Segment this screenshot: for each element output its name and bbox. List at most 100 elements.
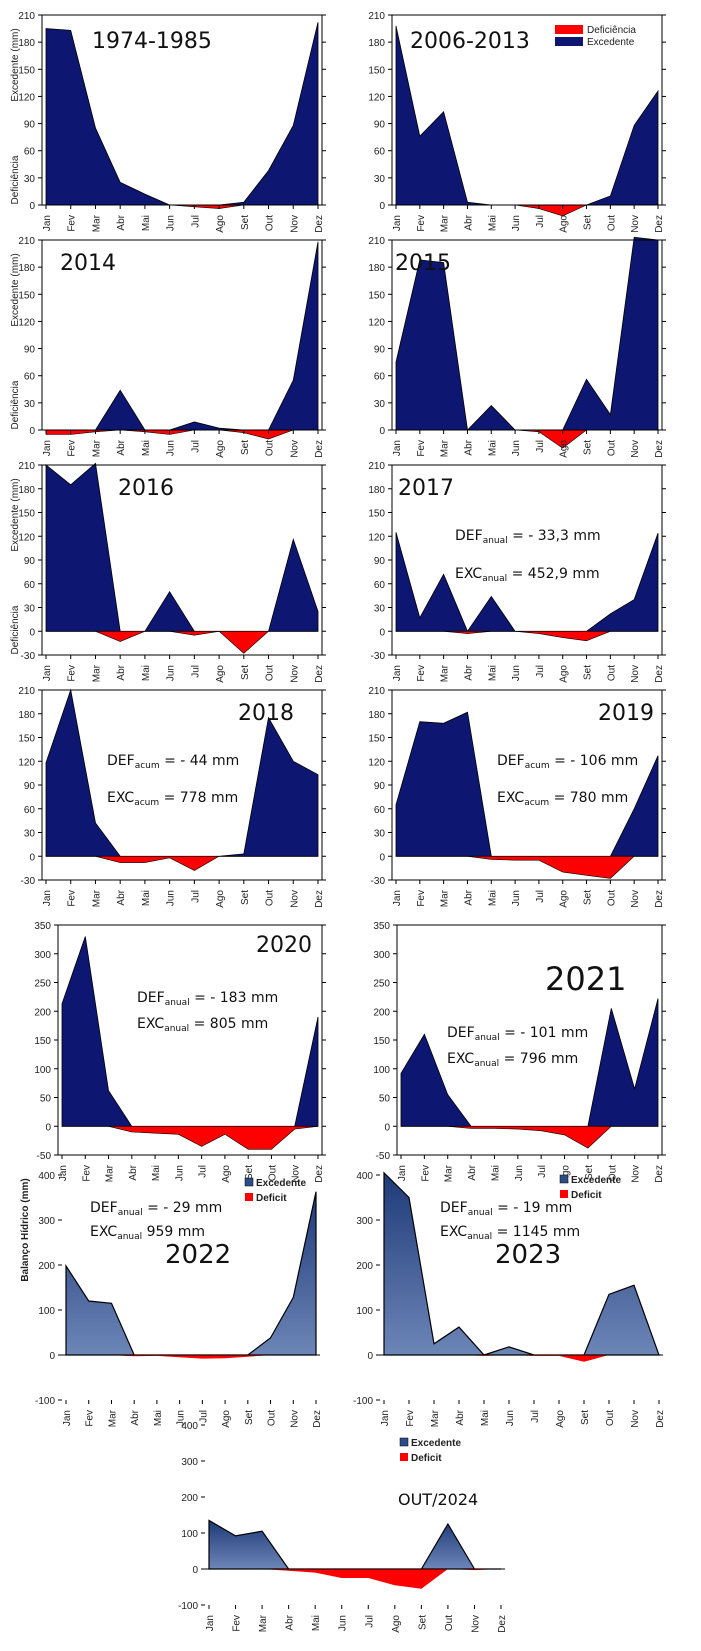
xtick-label-11-10: Nov	[630, 1410, 641, 1428]
xtick-label-1-3: Abr	[463, 214, 474, 230]
ytick-label-0-2: 60	[24, 147, 36, 158]
xtick-label-3-8: Set	[583, 440, 594, 455]
legend-swatch-deficit-11	[560, 1190, 568, 1198]
xtick-label-10-0: Jan	[62, 1410, 73, 1426]
ytick-label-10-1: 0	[49, 1351, 55, 1362]
xtick-label-9-0: Jan	[397, 1165, 408, 1181]
legend-label-deficiencia: Deficiência	[587, 25, 636, 36]
xtick-label-5-11: Dez	[654, 665, 665, 683]
xtick-label-12-5: Jun	[338, 1615, 349, 1631]
legend-swatch-excedente-12	[399, 1437, 409, 1447]
xtick-label-8-0: Jan	[58, 1165, 69, 1181]
ytick-label-9-5: 200	[373, 1007, 390, 1018]
xtick-label-8-9: Out	[267, 1165, 278, 1181]
ytick-label-6-4: 90	[24, 781, 36, 792]
legend-swatch-deficiencia	[555, 25, 583, 34]
ytick-label-5-2: 30	[374, 604, 386, 615]
ytick-label-2-5: 150	[18, 290, 35, 301]
xtick-label-1-7: Ago	[559, 215, 570, 233]
xtick-label-7-8: Set	[583, 890, 594, 905]
xtick-label-2-9: Out	[265, 440, 276, 456]
xtick-label-5-7: Ago	[559, 665, 570, 683]
xtick-label-4-5: Jun	[166, 665, 177, 681]
plot-frame-0	[41, 14, 323, 206]
ytick-label-12-2: 100	[181, 1529, 198, 1540]
ytick-label-0-1: 30	[24, 174, 36, 185]
def-annotation-9: DEFanual = - 101 mm	[447, 1025, 588, 1043]
xtick-label-1-4: Mai	[487, 215, 498, 231]
xtick-label-9-1: Fev	[420, 1165, 431, 1182]
ytick-label-5-3: 60	[374, 580, 386, 591]
xtick-label-10-10: Nov	[289, 1410, 300, 1428]
ytick-label-8-4: 150	[34, 1036, 51, 1047]
ytick-label-5-4: 90	[374, 556, 386, 567]
xtick-label-2-1: Fev	[67, 440, 78, 457]
xtick-label-3-3: Abr	[463, 439, 474, 455]
legend-swatch-excedente	[555, 37, 583, 46]
ytick-label-9-6: 250	[373, 979, 390, 990]
panel-title-5: 2017	[398, 476, 454, 501]
ylabel-deficiencia-row2: Deficiência	[10, 380, 21, 429]
ytick-label-1-5: 150	[368, 65, 385, 76]
ylabel-excedente-row1: Excedente (mm)	[10, 28, 21, 101]
ytick-label-1-4: 120	[368, 92, 385, 103]
xtick-label-12-1: Fev	[232, 1615, 243, 1632]
xtick-label-12-6: Jul	[364, 1615, 375, 1628]
xtick-label-9-3: Abr	[467, 1164, 478, 1180]
xtick-label-2-5: Jun	[166, 440, 177, 456]
exc-annotation-8: EXCanual = 805 mm	[137, 1016, 268, 1034]
excedente-area-2	[46, 241, 319, 431]
ytick-label-4-3: 60	[24, 580, 36, 591]
xtick-label-4-1: Fev	[67, 665, 78, 682]
xtick-label-2-6: Jul	[190, 440, 201, 453]
xtick-label-2-0: Jan	[42, 440, 53, 456]
ytick-label-8-8: 350	[34, 921, 51, 932]
xtick-label-6-4: Mai	[141, 890, 152, 906]
ytick-label-7-7: 180	[368, 710, 385, 721]
xtick-label-5-2: Mar	[440, 664, 451, 682]
panel-1: 0 30 60 90 120 150 180 210 Jan Fev Mar Abr Mai Jun Jul…	[368, 11, 666, 233]
panel-8: -50 0 50 100 150 200 250 300 350 Jan Fev Mar Abr Mai J…	[34, 921, 326, 1183]
ytick-label-4-8: 210	[18, 461, 35, 472]
xtick-label-5-9: Out	[606, 665, 617, 681]
ytick-label-1-7: 210	[368, 11, 385, 22]
excedente-area-12	[208, 1519, 501, 1570]
xtick-label-0-5: Jun	[166, 215, 177, 231]
ytick-label-8-0: -50	[37, 1151, 52, 1162]
ytick-label-11-0: -100	[353, 1396, 373, 1407]
def-annotation-10: DEFanual = - 29 mm	[90, 1200, 222, 1218]
def-annotation-11: DEFanual = - 19 mm	[440, 1200, 572, 1218]
ylabel-deficiencia-row1: Deficiência	[10, 155, 21, 204]
plot-frame-3	[391, 239, 663, 431]
legend-label-excedente-12: Excedente	[411, 1438, 461, 1449]
legend-swatch-excedente-10	[244, 1177, 254, 1187]
ytick-label-7-0: -30	[371, 876, 386, 887]
xtick-label-12-3: Abr	[285, 1614, 296, 1630]
xtick-label-4-2: Mar	[91, 664, 102, 682]
xtick-label-5-3: Abr	[463, 664, 474, 680]
panel-title-1: 2006-2013	[410, 29, 530, 54]
deficit-area-12	[209, 1569, 501, 1589]
xtick-label-7-4: Mai	[487, 890, 498, 906]
xtick-label-11-7: Ago	[555, 1410, 566, 1428]
xtick-label-1-2: Mar	[440, 214, 451, 232]
xtick-label-2-8: Set	[240, 440, 251, 455]
xtick-label-5-0: Jan	[392, 665, 403, 681]
xtick-label-3-7: Ago	[559, 440, 570, 458]
xtick-label-2-4: Mai	[141, 440, 152, 456]
side-labels: Excedente (mm) Deficiência Excedente (mm…	[10, 28, 31, 1281]
xtick-label-8-6: Jul	[198, 1165, 209, 1178]
panel-title-9: 2021	[545, 960, 626, 998]
xtick-label-6-11: Dez	[314, 890, 325, 908]
exc-annotation-6: EXCacum = 778 mm	[107, 790, 238, 808]
xtick-label-11-1: Fev	[405, 1410, 416, 1427]
xtick-label-0-1: Fev	[67, 215, 78, 232]
deficit-area-1	[396, 204, 658, 217]
xtick-label-2-10: Nov	[289, 440, 300, 458]
xtick-label-5-1: Fev	[416, 665, 427, 682]
xtick-label-1-6: Jul	[535, 215, 546, 228]
ytick-label-4-4: 90	[24, 556, 36, 567]
ytick-label-3-1: 30	[374, 399, 386, 410]
ytick-label-4-0: -30	[21, 651, 36, 662]
xtick-label-12-9: Out	[444, 1615, 455, 1631]
